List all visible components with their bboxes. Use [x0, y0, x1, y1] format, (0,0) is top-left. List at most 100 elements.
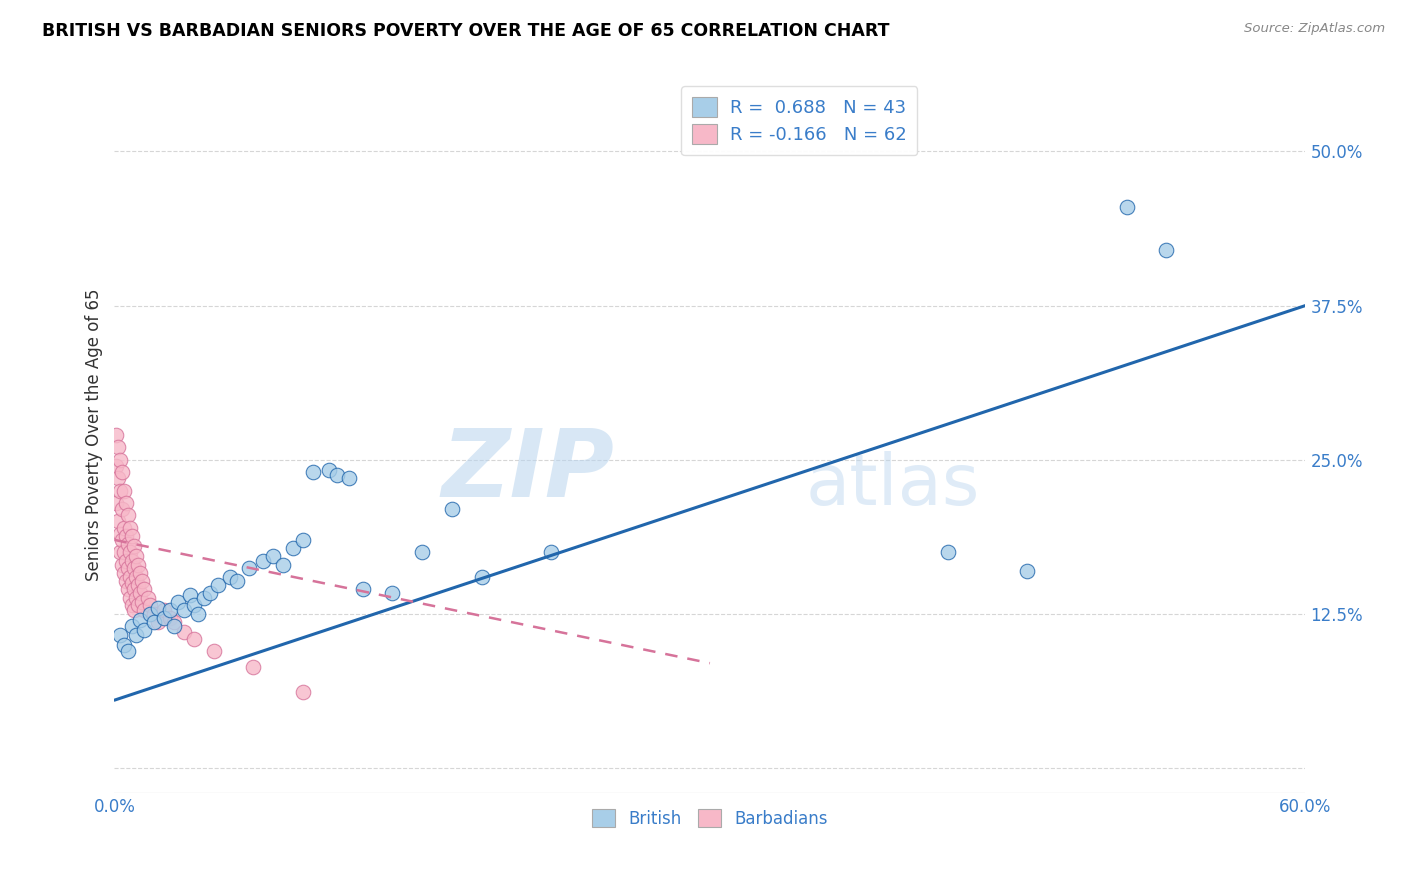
Point: [352, 582, 374, 597]
Text: Source: ZipAtlas.com: Source: ZipAtlas.com: [1244, 22, 1385, 36]
Point: [121, 619, 143, 633]
Point: [159, 610, 181, 624]
Point: [1115, 200, 1137, 214]
Point: [411, 545, 433, 559]
Point: [1017, 564, 1039, 578]
Point: [111, 533, 134, 547]
Point: [120, 570, 142, 584]
Point: [105, 458, 128, 473]
Point: [540, 545, 562, 559]
Point: [110, 526, 132, 541]
Point: [112, 545, 135, 559]
Point: [187, 607, 209, 621]
Point: [179, 588, 201, 602]
Point: [112, 566, 135, 581]
Point: [107, 514, 129, 528]
Point: [139, 598, 162, 612]
Point: [110, 628, 132, 642]
Point: [121, 529, 143, 543]
Point: [440, 502, 463, 516]
Point: [117, 508, 139, 523]
Point: [271, 558, 294, 572]
Point: [183, 598, 205, 612]
Point: [163, 615, 186, 630]
Point: [105, 496, 128, 510]
Point: [242, 660, 264, 674]
Point: [218, 570, 240, 584]
Text: atlas: atlas: [806, 450, 980, 520]
Point: [117, 582, 139, 597]
Point: [125, 628, 148, 642]
Point: [117, 644, 139, 658]
Point: [163, 619, 186, 633]
Point: [198, 586, 221, 600]
Point: [111, 465, 134, 479]
Point: [183, 632, 205, 646]
Point: [226, 574, 249, 588]
Point: [115, 496, 138, 510]
Point: [117, 561, 139, 575]
Point: [122, 603, 145, 617]
Point: [471, 570, 494, 584]
Point: [121, 554, 143, 568]
Point: [112, 520, 135, 534]
Point: [121, 576, 143, 591]
Point: [153, 603, 176, 617]
Point: [115, 529, 138, 543]
Point: [110, 545, 132, 559]
Point: [325, 467, 347, 482]
Point: [121, 598, 143, 612]
Point: [146, 600, 169, 615]
Point: [159, 603, 181, 617]
Point: [318, 462, 340, 476]
Point: [381, 586, 404, 600]
Point: [129, 613, 152, 627]
Point: [337, 471, 360, 485]
Point: [136, 591, 159, 605]
Text: BRITISH VS BARBADIAN SENIORS POVERTY OVER THE AGE OF 65 CORRELATION CHART: BRITISH VS BARBADIAN SENIORS POVERTY OVE…: [42, 22, 890, 40]
Point: [139, 607, 162, 621]
Point: [173, 603, 195, 617]
Point: [120, 545, 142, 559]
Point: [131, 594, 153, 608]
Point: [120, 520, 142, 534]
Point: [111, 502, 134, 516]
Point: [110, 452, 132, 467]
Point: [143, 615, 166, 630]
Legend: British, Barbadians: British, Barbadians: [585, 803, 835, 834]
Point: [129, 566, 152, 581]
Point: [127, 558, 149, 572]
Point: [125, 570, 148, 584]
Point: [134, 582, 156, 597]
Point: [111, 558, 134, 572]
Point: [125, 591, 148, 605]
Point: [207, 578, 229, 592]
Point: [110, 483, 132, 498]
Point: [122, 539, 145, 553]
Point: [115, 554, 138, 568]
Point: [143, 607, 166, 621]
Point: [173, 625, 195, 640]
Point: [146, 615, 169, 630]
Point: [112, 483, 135, 498]
Point: [936, 545, 959, 559]
Point: [252, 554, 274, 568]
Point: [107, 441, 129, 455]
Point: [105, 428, 128, 442]
Point: [107, 471, 129, 485]
Point: [262, 549, 284, 563]
Text: ZIP: ZIP: [441, 425, 614, 516]
Point: [238, 561, 260, 575]
Point: [167, 594, 190, 608]
Point: [291, 684, 314, 698]
Point: [134, 623, 156, 637]
Point: [125, 549, 148, 563]
Point: [153, 610, 176, 624]
Point: [134, 603, 156, 617]
Point: [122, 561, 145, 575]
Y-axis label: Seniors Poverty Over the Age of 65: Seniors Poverty Over the Age of 65: [86, 289, 103, 582]
Point: [302, 465, 325, 479]
Point: [122, 582, 145, 597]
Point: [291, 533, 314, 547]
Point: [1156, 243, 1178, 257]
